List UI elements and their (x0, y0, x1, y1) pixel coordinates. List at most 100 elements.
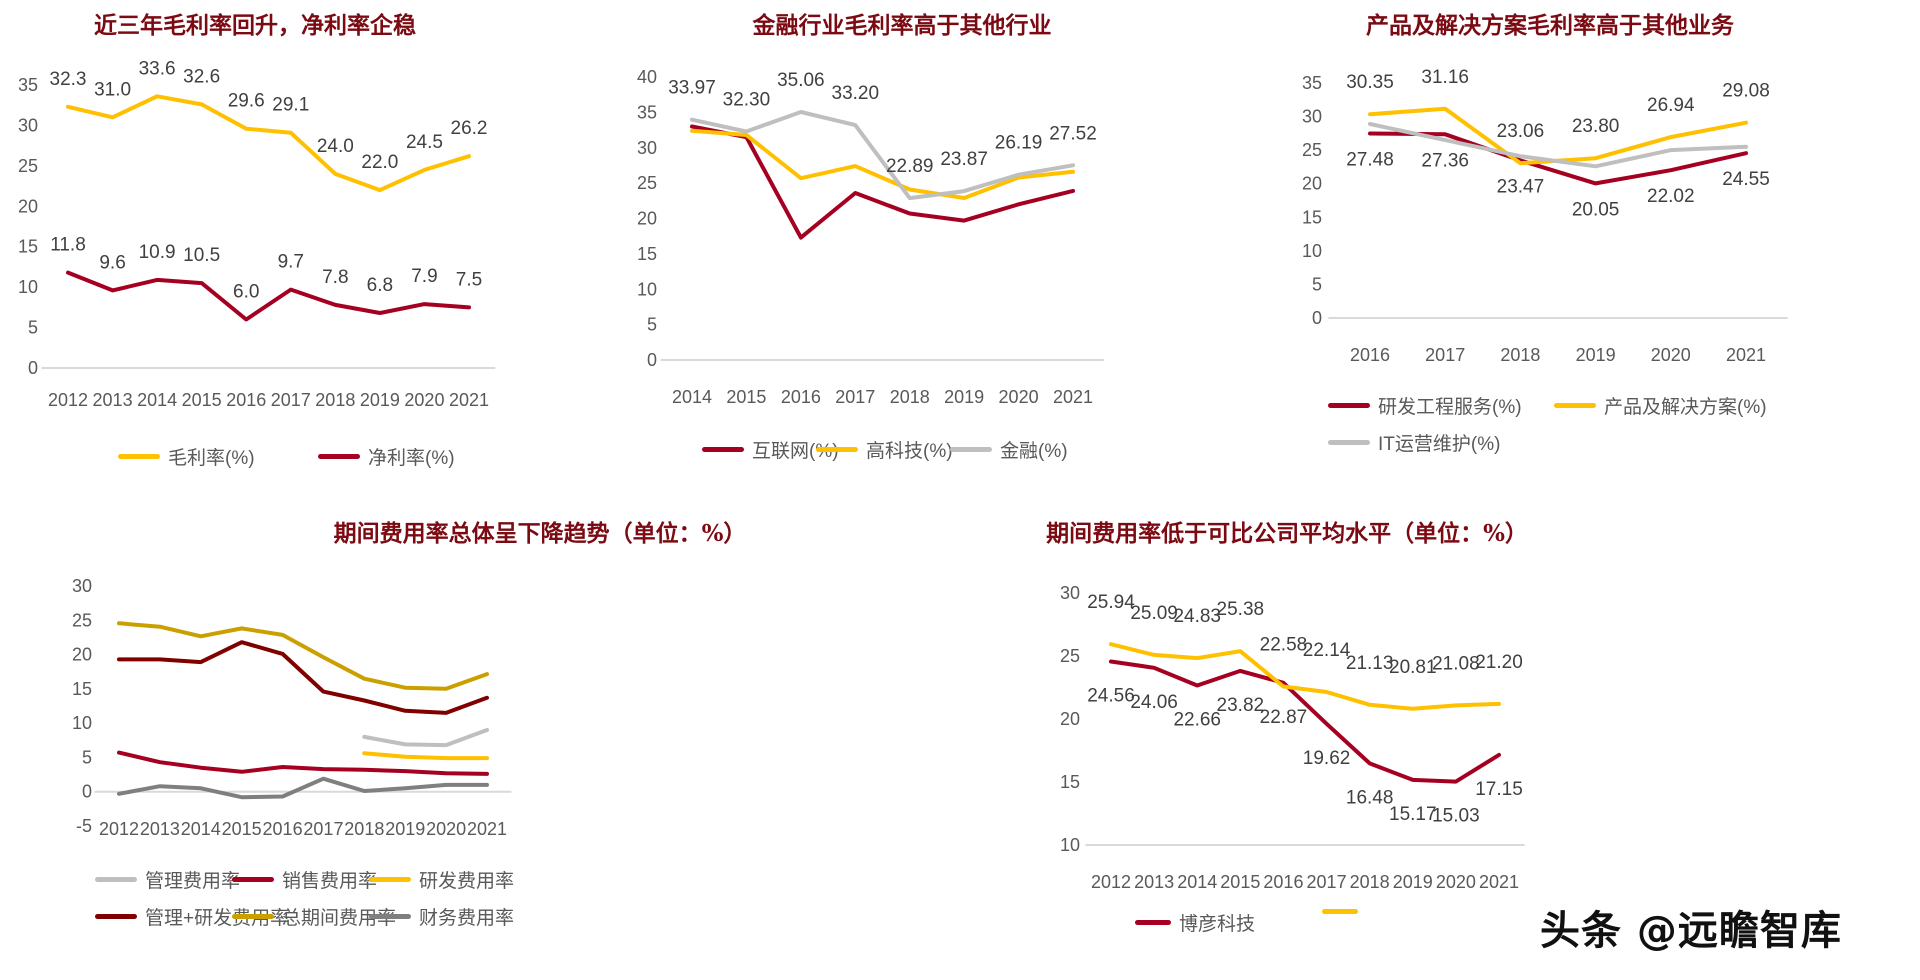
y-tick-label: 0 (1312, 308, 1322, 328)
legend-label: 高科技(%) (866, 441, 953, 462)
x-tick-label: 2017 (1425, 345, 1465, 365)
legend-swatch (318, 454, 360, 459)
chart4-legend-item: 销售费用率 (232, 866, 377, 893)
data-label: 35.06 (777, 70, 825, 91)
y-tick-label: 30 (1302, 107, 1322, 127)
chart-2: 0 5 10 15 20 25 30 35 40 2014 2015 2016 2017 2018 2019… (637, 67, 1105, 407)
x-tick-label: 2017 (303, 819, 343, 839)
x-tick-label: 2020 (999, 387, 1039, 407)
legend-swatch (369, 877, 411, 882)
data-label: 32.3 (50, 69, 87, 90)
legend-label: 博彦科技 (1179, 914, 1256, 935)
y-tick-label: 10 (72, 713, 92, 733)
y-tick-label: 25 (1060, 646, 1080, 666)
data-label: 30.35 (1346, 72, 1394, 93)
x-tick-label: 2017 (271, 390, 311, 410)
x-tick-label: 2021 (1053, 387, 1093, 407)
x-tick-label: 2018 (1500, 345, 1540, 365)
data-label: 26.94 (1647, 95, 1695, 116)
legend-label: 毛利率(%) (168, 448, 255, 469)
data-label: 11.8 (50, 235, 86, 256)
x-tick-label: 2019 (385, 819, 425, 839)
chart3-legend-item: IT运营维护(%) (1328, 429, 1500, 456)
data-label: 10.9 (139, 242, 176, 263)
data-label: 22.14 (1303, 640, 1351, 661)
data-label: 22.02 (1647, 186, 1695, 207)
legend-swatch (95, 914, 137, 919)
legend-label: 财务费用率 (419, 908, 515, 929)
y-tick-label: 5 (1312, 274, 1322, 294)
data-label: 7.5 (456, 269, 482, 290)
data-label: 15.03 (1432, 806, 1480, 827)
legend-label: 总期间费用率 (282, 908, 397, 929)
x-tick-label: 2016 (226, 390, 266, 410)
series-line-3 (1368, 122, 1748, 169)
x-tick-label: 2016 (263, 819, 303, 839)
x-tick-label: 2020 (426, 819, 466, 839)
y-tick-label: -5 (76, 816, 92, 836)
chart4-legend-item: 总期间费用率 (232, 903, 396, 930)
data-label: 29.08 (1722, 81, 1770, 102)
series-line-3 (362, 751, 489, 761)
y-tick-label: 5 (647, 315, 657, 335)
chart2-title: 金融行业毛利率高于其他行业 (752, 12, 1052, 39)
x-tick-label: 2014 (1177, 872, 1217, 892)
legend-swatch (1328, 403, 1370, 408)
data-label: 6.0 (233, 281, 259, 302)
x-tick-label: 2013 (93, 390, 133, 410)
legend-label: 管理费用率 (145, 871, 241, 892)
y-tick-label: 0 (82, 782, 92, 802)
data-label: 29.1 (272, 95, 309, 116)
legend-swatch (1322, 909, 1358, 914)
y-tick-label: 35 (18, 75, 38, 95)
watermark: 头条 @远瞻智库 (1540, 908, 1842, 954)
y-tick-label: 0 (647, 350, 657, 370)
data-label: 29.6 (228, 91, 265, 112)
chart4-legend-item: 财务费用率 (369, 903, 514, 930)
series-line-1 (66, 94, 471, 193)
x-tick-label: 2019 (1393, 872, 1433, 892)
x-tick-label: 2014 (137, 390, 177, 410)
series-line-3 (690, 110, 1075, 201)
x-tick-label: 2015 (726, 387, 766, 407)
legend-swatch (232, 877, 274, 882)
y-tick-label: 15 (72, 679, 92, 699)
y-tick-label: 25 (18, 156, 38, 176)
data-label: 21.13 (1346, 653, 1394, 674)
data-label: 24.55 (1722, 169, 1770, 190)
data-label: 7.8 (322, 267, 348, 288)
x-tick-label: 2016 (1350, 345, 1390, 365)
chart5-legend-item: 博彦科技 (1135, 909, 1255, 936)
legend-swatch (118, 454, 160, 459)
legend-swatch (1328, 440, 1370, 445)
data-label: 22.66 (1173, 709, 1221, 730)
series-line-1 (690, 124, 1075, 240)
x-tick-label: 2017 (1307, 872, 1347, 892)
y-tick-label: 30 (72, 576, 92, 596)
y-tick-label: 15 (637, 244, 657, 264)
chart4-legend-item: 管理+研发费用率 (95, 903, 289, 930)
legend-label: 互联网(%) (752, 441, 839, 462)
chart3-legend-item: 产品及解决方案(%) (1554, 392, 1767, 419)
x-tick-label: 2021 (449, 390, 489, 410)
x-tick-label: 2021 (1479, 872, 1519, 892)
y-tick-label: 25 (72, 610, 92, 630)
data-label: 24.56 (1087, 686, 1135, 707)
data-label: 22.89 (886, 156, 934, 177)
y-tick-label: 20 (1302, 174, 1322, 194)
y-tick-label: 20 (18, 196, 38, 216)
data-label: 27.48 (1346, 149, 1394, 170)
data-label: 23.80 (1572, 116, 1620, 137)
data-label: 6.8 (367, 275, 393, 296)
data-label: 24.83 (1173, 606, 1221, 627)
x-tick-label: 2018 (890, 387, 930, 407)
chart4-title: 期间费用率总体呈下降趋势（单位：%） (333, 520, 747, 547)
y-tick-label: 15 (1302, 207, 1322, 227)
legend-swatch (1554, 403, 1596, 408)
x-tick-label: 2012 (99, 819, 139, 839)
legend-label: 研发费用率 (419, 871, 515, 892)
y-tick-label: 10 (1302, 241, 1322, 261)
legend-label: 产品及解决方案(%) (1604, 397, 1767, 418)
data-label: 9.7 (278, 252, 304, 273)
